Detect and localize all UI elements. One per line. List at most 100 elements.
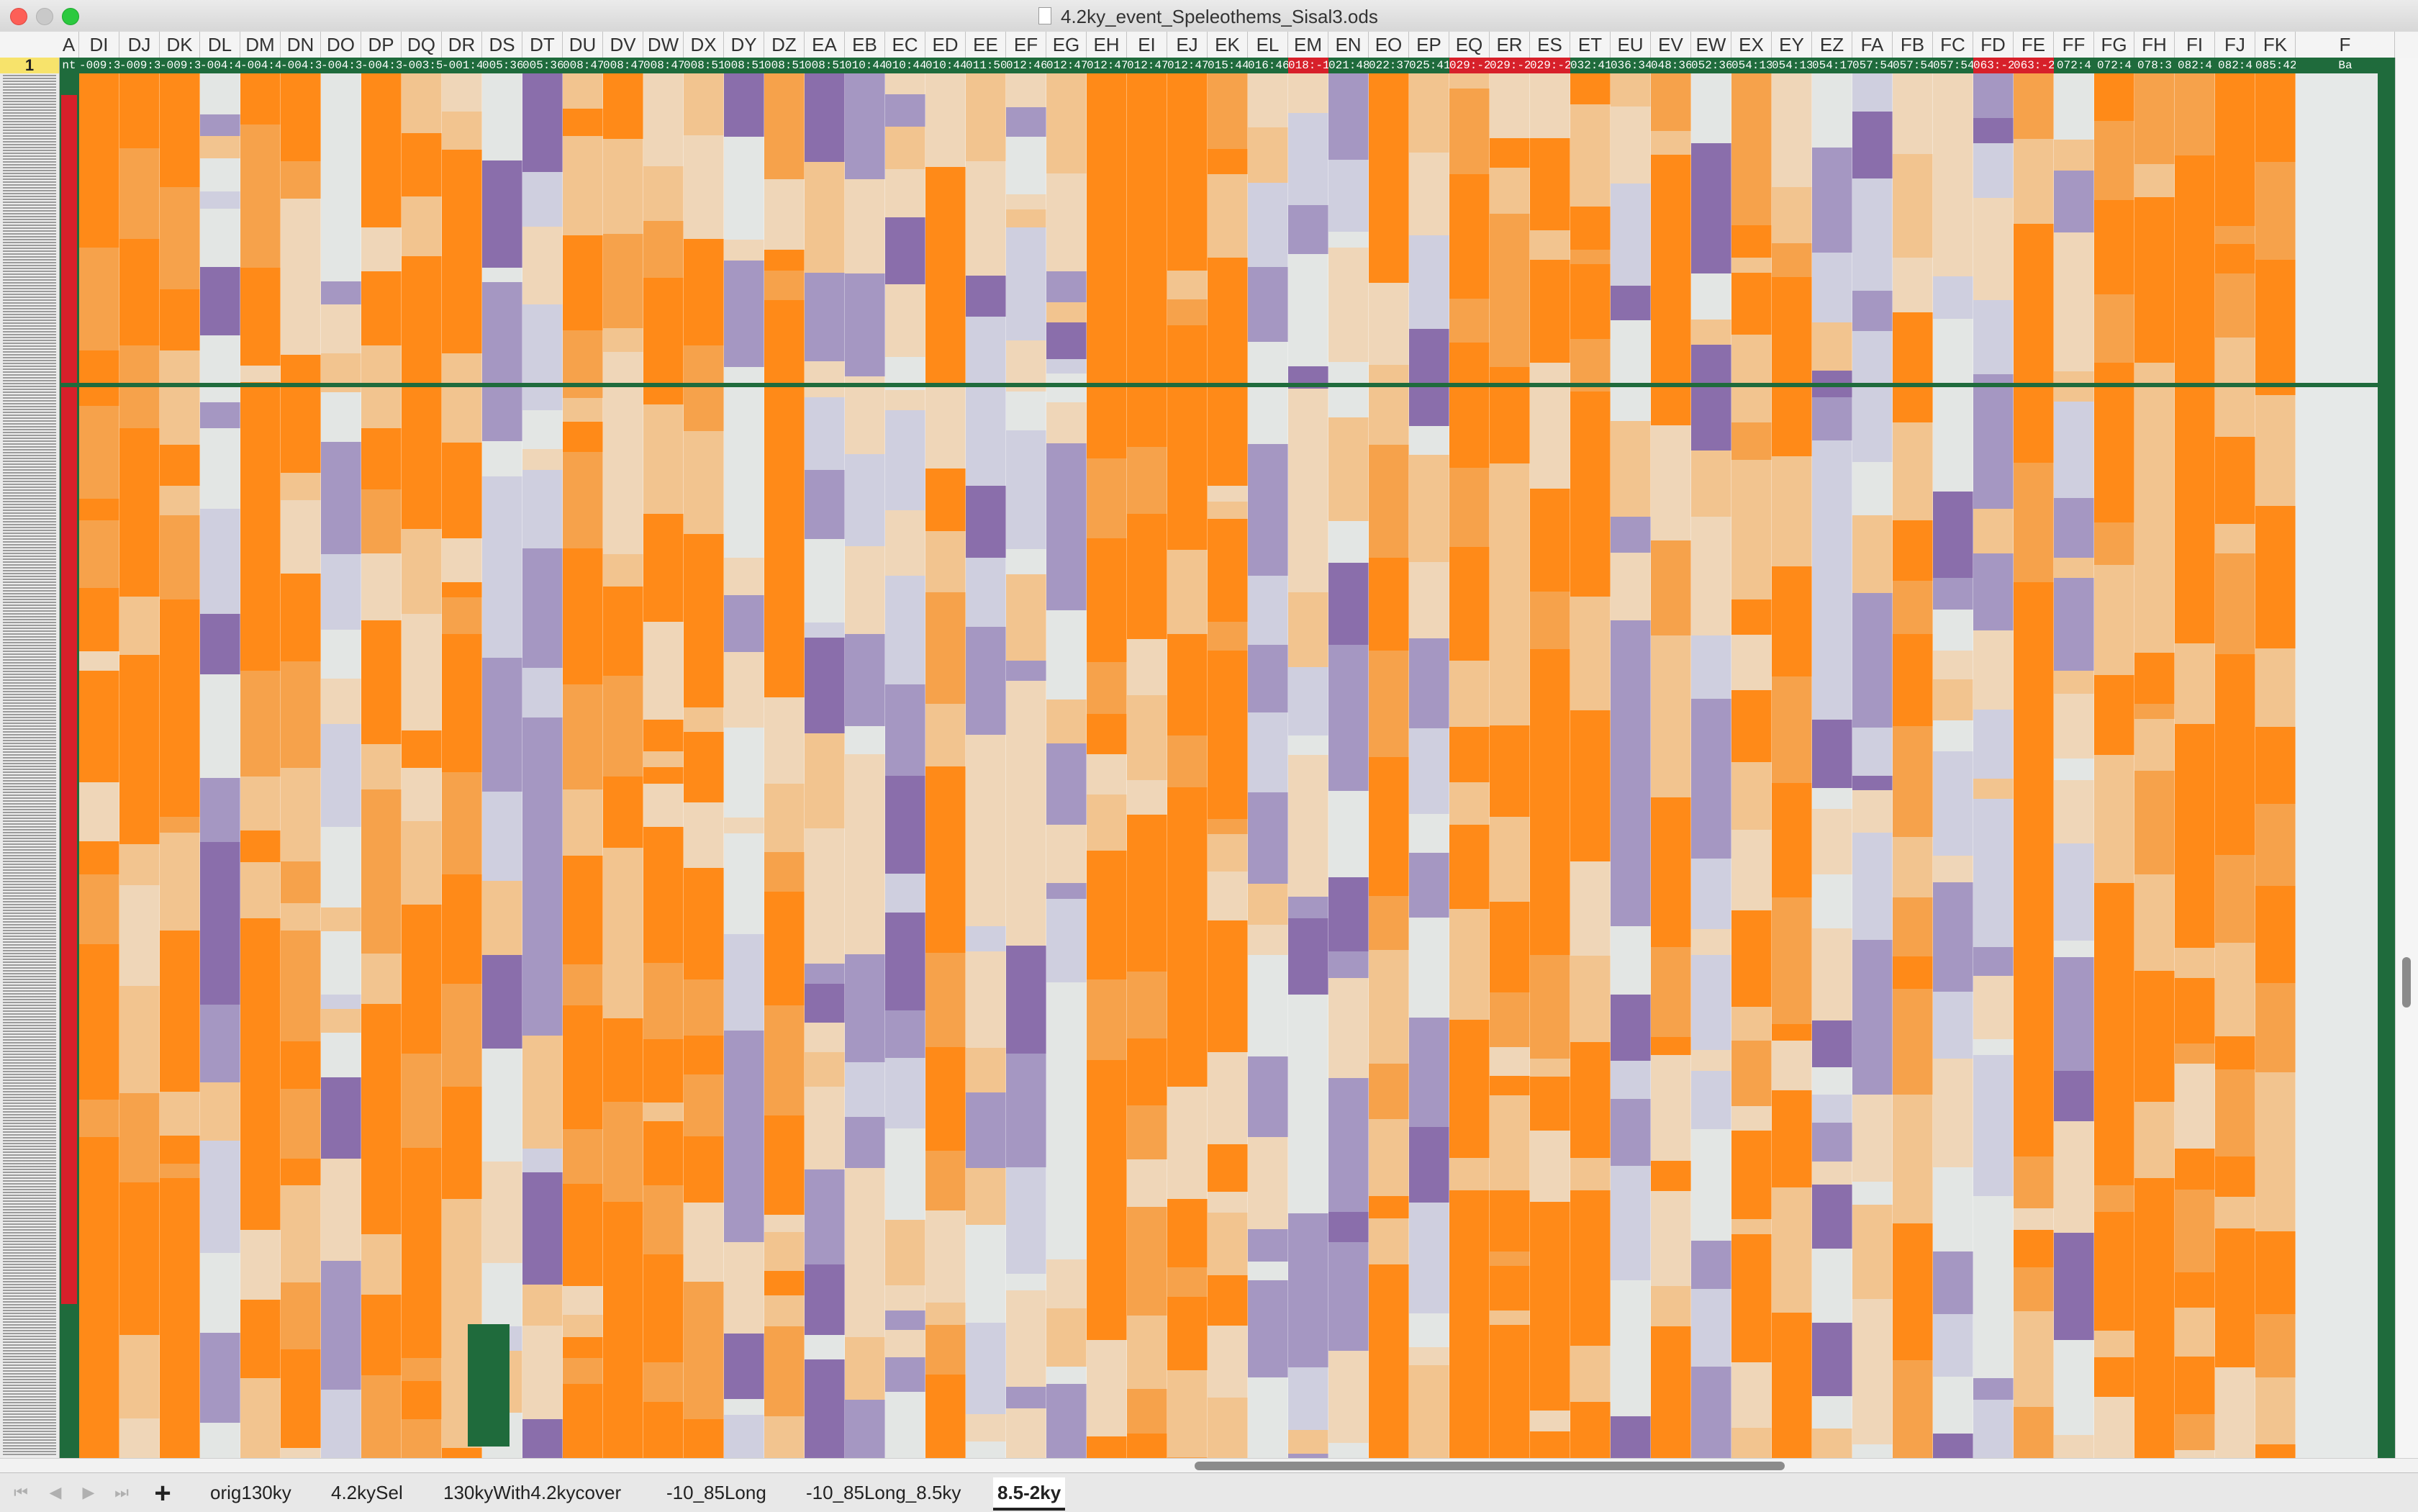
close-window-button[interactable] (10, 8, 27, 25)
column-header-ew[interactable]: EW (1691, 32, 1731, 58)
row1-cell-ed[interactable]: 010:44 (925, 59, 966, 72)
header-row-1[interactable]: nt -009:3 -009:3 -009:3 -004:4 -004:4 -004:3 -0… (0, 58, 2418, 73)
column-header-fg[interactable]: FG (2094, 32, 2134, 58)
column-cells-et[interactable] (1570, 73, 1611, 1458)
column-cells-ej[interactable] (1167, 73, 1208, 1458)
row1-cell-dt[interactable]: 005:36 (522, 59, 563, 72)
column-header-ee[interactable]: EE (966, 32, 1006, 58)
row1-cell-dq[interactable]: -003:5 (402, 59, 442, 72)
column-header-el[interactable]: EL (1248, 32, 1288, 58)
row1-cell-fj[interactable]: 082:4 (2217, 59, 2252, 72)
column-header-ec[interactable]: EC (885, 32, 925, 58)
column-header-dz[interactable]: DZ (764, 32, 805, 58)
column-cells-fj[interactable] (2215, 73, 2255, 1458)
column-header-dr[interactable]: DR (442, 32, 482, 58)
row1-cell-er[interactable]: 029:-2 (1490, 58, 1530, 73)
column-cells-dl[interactable] (200, 73, 240, 1458)
row1-cell-ej[interactable]: 012:47 (1167, 59, 1208, 72)
row1-cell-el[interactable]: 016:46 (1248, 59, 1288, 72)
row1-cell-dj[interactable]: -009:3 (119, 59, 160, 72)
column-cells-ew[interactable] (1691, 73, 1731, 1458)
column-header-en[interactable]: EN (1328, 32, 1369, 58)
column-header-row[interactable]: A DI DJ DK DL DM DN DO DP DQ DR DS DT DU DV DW DX DY DZ EA E… (0, 32, 2418, 58)
last-sheet-icon[interactable]: ⏭ (114, 1483, 129, 1501)
row1-cell-fa[interactable]: 057:54 (1852, 59, 1893, 72)
column-cells-en[interactable] (1328, 73, 1369, 1458)
column-header-do[interactable]: DO (321, 32, 361, 58)
column-cells-ei[interactable] (1127, 73, 1167, 1458)
column-cells-fh[interactable] (2134, 73, 2175, 1458)
column-header-fd[interactable]: FD (1973, 32, 2014, 58)
row1-cell-eh[interactable]: 012:47 (1087, 59, 1127, 72)
column-cells-es[interactable] (1530, 73, 1570, 1458)
column-cells-fi[interactable] (2175, 73, 2215, 1458)
column-header-em[interactable]: EM (1288, 32, 1328, 58)
column-header-ex[interactable]: EX (1731, 32, 1772, 58)
column-cells-fk[interactable] (2255, 73, 2296, 1458)
column-cells-eu[interactable] (1611, 73, 1651, 1458)
row1-cell-fh[interactable]: 078:3 (2137, 59, 2172, 72)
row1-cell-dk[interactable]: -009:3 (160, 59, 200, 72)
column-cells-fg[interactable] (2094, 73, 2134, 1458)
column-cells-eo[interactable] (1369, 73, 1409, 1458)
row1-cell-dn[interactable]: -004:3 (281, 59, 321, 72)
column-header-dv[interactable]: DV (603, 32, 643, 58)
row1-cell-f[interactable]: Ba (2338, 59, 2353, 72)
column-cells-dm[interactable] (240, 73, 281, 1458)
row1-cell-ey[interactable]: 054:13 (1772, 59, 1812, 72)
last-column-cells[interactable] (2378, 73, 2395, 1458)
column-header-fa[interactable]: FA (1852, 32, 1893, 58)
row1-cell-es[interactable]: 029:-2 (1530, 58, 1570, 73)
sheet-tab-1[interactable]: 4.2kySel (331, 1482, 403, 1503)
row1-cell-dr[interactable]: -001:4 (442, 59, 482, 72)
column-cells-eb[interactable] (845, 73, 885, 1458)
column-cells-ee[interactable] (966, 73, 1006, 1458)
column-header-eu[interactable]: EU (1611, 32, 1651, 58)
row1-cell-dx[interactable]: 008:51 (684, 59, 724, 72)
highlighted-cell-block[interactable] (468, 1324, 510, 1447)
previous-sheet-icon[interactable]: ◀ (49, 1483, 62, 1501)
column-header-fj[interactable]: FJ (2215, 32, 2255, 58)
column-header-ff[interactable]: FF (2054, 32, 2094, 58)
column-header-dm[interactable]: DM (240, 32, 281, 58)
minimize-window-button[interactable] (36, 8, 53, 25)
column-cells-ex[interactable] (1731, 73, 1772, 1458)
row1-cell-dl[interactable]: -004:4 (200, 59, 240, 72)
cell-grid[interactable] (79, 73, 2378, 1458)
sheet-tab-5[interactable]: 8.5-2ky (993, 1477, 1066, 1511)
next-sheet-icon[interactable]: ▶ (82, 1483, 95, 1501)
row1-cell-dp[interactable]: -004:3 (361, 59, 402, 72)
row1-cell-eg[interactable]: 012:47 (1046, 59, 1087, 72)
vertical-scroll-thumb[interactable] (2402, 957, 2411, 1008)
row1-cell-fc[interactable]: 057:54 (1933, 59, 1973, 72)
row1-cell-ex[interactable]: 054:13 (1731, 59, 1772, 72)
row1-cell-fe[interactable]: 063:-2( (2014, 58, 2054, 73)
row-header-column[interactable]: 1 (0, 58, 60, 1458)
sheet-tab-3[interactable]: -10_85Long (666, 1482, 766, 1503)
column-cells-dx[interactable] (684, 73, 724, 1458)
column-cells-dt[interactable] (522, 73, 563, 1458)
column-header-eq[interactable]: EQ (1449, 32, 1490, 58)
sheet-tab-4[interactable]: -10_85Long_8.5ky (806, 1482, 961, 1503)
horizontal-scroll-thumb[interactable] (1195, 1462, 1785, 1470)
column-cells-du[interactable] (563, 73, 603, 1458)
column-cells-dn[interactable] (281, 73, 321, 1458)
first-sheet-icon[interactable]: ⏮ (14, 1483, 28, 1501)
column-header-ei[interactable]: EI (1127, 32, 1167, 58)
row1-cell-eb[interactable]: 010:44 (845, 59, 885, 72)
column-header-eg[interactable]: EG (1046, 32, 1087, 58)
column-header-ed[interactable]: ED (925, 32, 966, 58)
row1-cell-ee[interactable]: 011:50 (966, 59, 1006, 72)
column-header-dy[interactable]: DY (724, 32, 764, 58)
column-cells-dk[interactable] (160, 73, 200, 1458)
column-cells-eh[interactable] (1087, 73, 1127, 1458)
column-header-ev[interactable]: EV (1651, 32, 1691, 58)
column-cells-ea[interactable] (805, 73, 845, 1458)
column-header-dq[interactable]: DQ (402, 32, 442, 58)
column-cells-dw[interactable] (643, 73, 684, 1458)
row1-cell-ds[interactable]: 005:36 (482, 59, 522, 72)
column-header-ds[interactable]: DS (482, 32, 522, 58)
row1-cell-ew[interactable]: 052:36 (1691, 59, 1731, 72)
spreadsheet-area[interactable]: A DI DJ DK DL DM DN DO DP DQ DR DS DT DU DV DW DX DY DZ EA E… (0, 32, 2418, 1458)
column-cells-fe[interactable] (2014, 73, 2054, 1458)
